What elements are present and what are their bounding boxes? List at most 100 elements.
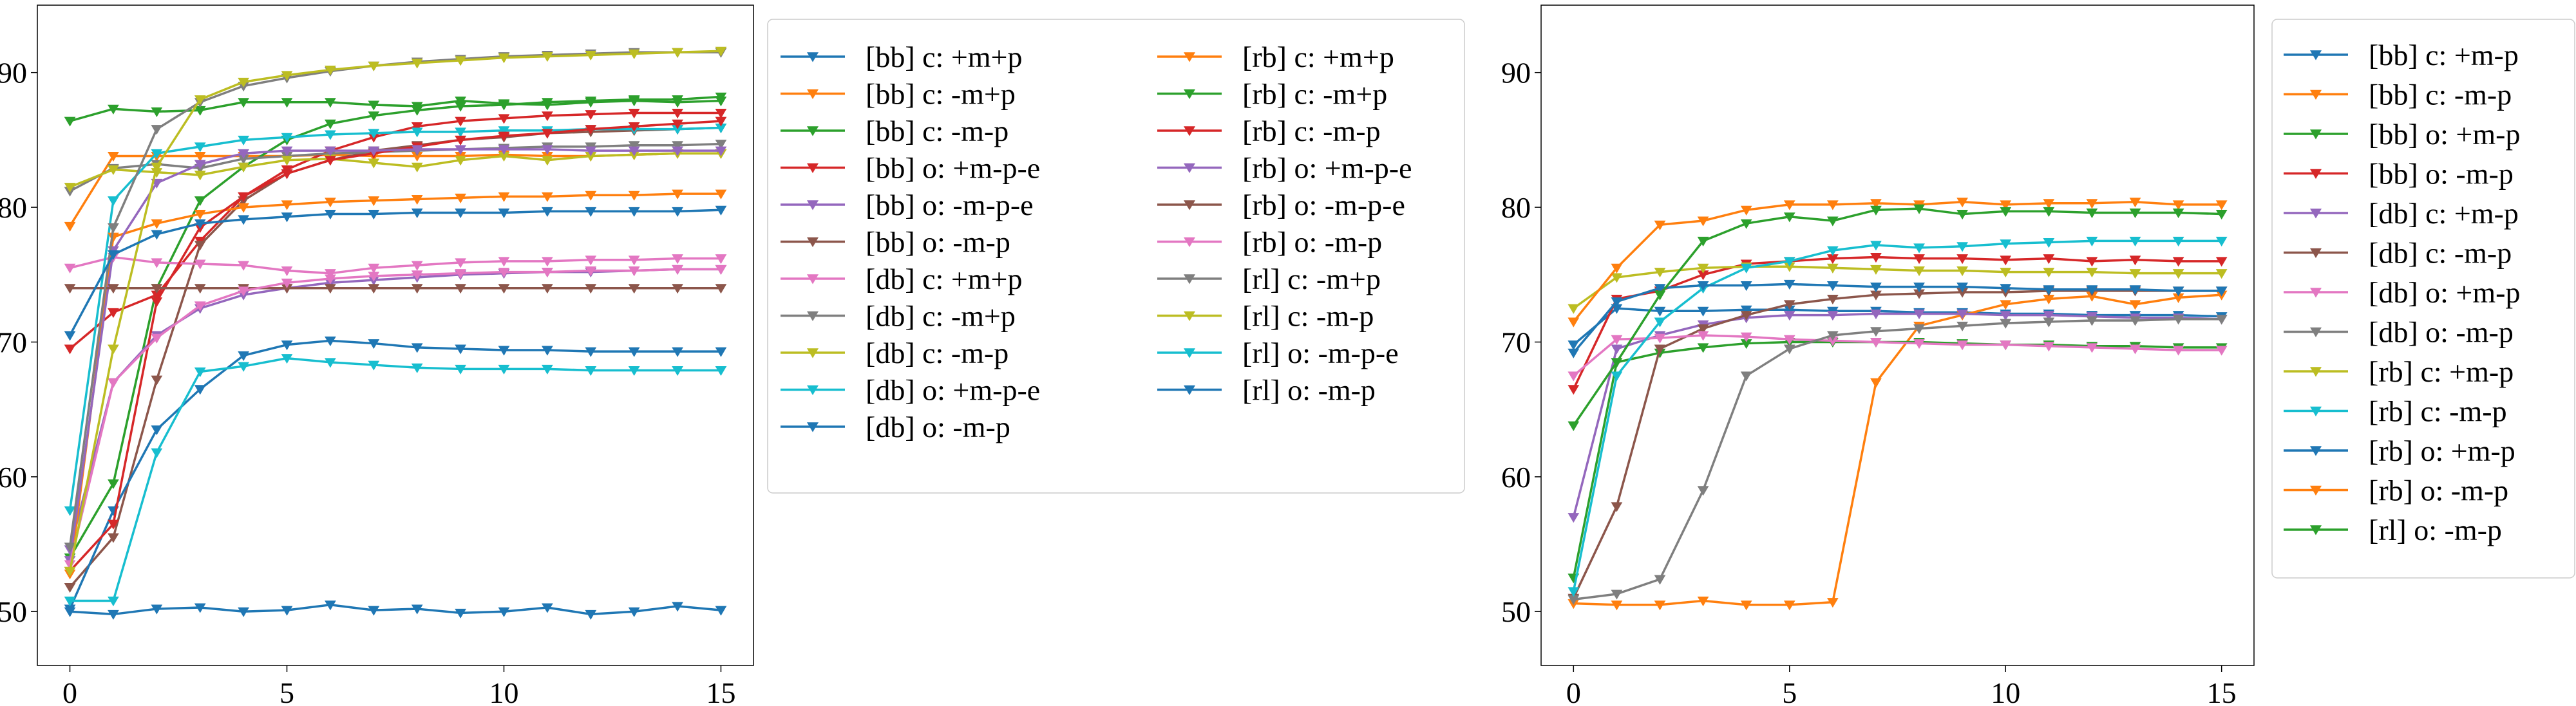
data-point: [455, 156, 466, 166]
data-point: [585, 347, 597, 357]
data-point: [1740, 332, 1752, 342]
data-point: [325, 274, 336, 284]
data-point: [281, 133, 293, 143]
data-point: [151, 162, 163, 172]
data-point: [2129, 198, 2141, 208]
data-point: [498, 607, 510, 617]
data-point: [2086, 199, 2098, 209]
data-point: [151, 125, 163, 135]
data-point: [1783, 212, 1795, 223]
data-point: [455, 127, 466, 138]
series-line: [69, 95, 721, 559]
data-point: [2129, 208, 2141, 219]
data-point: [542, 52, 553, 62]
data-point: [64, 183, 76, 193]
series-line: [68, 268, 721, 550]
series-line: [1572, 239, 2222, 592]
data-point: [715, 140, 727, 150]
data-point: [1567, 513, 1580, 523]
y-tick-label: 70: [1501, 326, 1531, 358]
data-point: [108, 223, 119, 234]
data-point: [1783, 335, 1795, 345]
legend-label: [bb] o: -m-p: [2369, 158, 2514, 190]
y-tick-label: 90: [0, 57, 27, 89]
data-point: [1567, 385, 1580, 395]
data-point: [1870, 205, 1882, 216]
data-point: [455, 344, 466, 355]
data-point: [1740, 371, 1752, 382]
data-point: [64, 263, 76, 274]
series-line: [1572, 200, 2222, 323]
y-tick-label: 50: [1501, 595, 1531, 628]
data-point: [1956, 242, 1969, 252]
data-point: [628, 607, 640, 617]
legend-label: [bb] c: -m-p: [2369, 79, 2512, 111]
series: [64, 116, 727, 577]
x-tick-label: 0: [1566, 676, 1581, 706]
data-point: [1611, 273, 1623, 283]
series-line: [70, 604, 721, 616]
legend-entry: [rb] c: +m-p: [2284, 355, 2514, 388]
x-tick-label: 15: [2207, 676, 2237, 706]
data-point: [368, 360, 380, 371]
data-point: [542, 111, 553, 122]
data-point: [542, 145, 553, 155]
series: [64, 48, 727, 553]
data-point: [411, 343, 423, 353]
data-point: [238, 286, 249, 297]
legend-entry: [bb] o: -m-p: [781, 226, 1010, 259]
data-point: [1913, 309, 1925, 320]
data-point: [64, 506, 76, 516]
data-point: [2129, 255, 2141, 266]
data-point: [2000, 340, 2012, 351]
data-point: [2215, 200, 2228, 210]
data-point: [2000, 300, 2012, 310]
data-point: [542, 268, 553, 278]
data-point: [2086, 208, 2098, 219]
data-point: [455, 258, 466, 268]
data-point: [64, 543, 76, 553]
data-point: [585, 366, 597, 376]
data-point: [1611, 590, 1623, 600]
series-line: [1572, 340, 2222, 579]
legend-label: [rb] c: -m-p: [1242, 115, 1381, 147]
series: [1567, 337, 2228, 584]
data-point: [2043, 285, 2055, 295]
data-point: [498, 99, 510, 109]
data-point: [238, 192, 249, 202]
data-point: [1611, 502, 1623, 512]
legend-marker: [1184, 274, 1195, 284]
data-point: [2129, 300, 2141, 310]
data-point: [1567, 371, 1580, 382]
legend-marker: [2310, 129, 2322, 140]
data-point: [1611, 263, 1623, 274]
legend-label: [db] c: -m+p: [866, 300, 1016, 333]
data-point: [498, 268, 510, 278]
data-point: [585, 190, 597, 201]
data-point: [238, 162, 249, 172]
legend-entry: [bb] c: +m+p: [781, 41, 1023, 73]
legend-entry: [db] c: -m-p: [781, 337, 1009, 369]
y-tick-label: 80: [0, 191, 27, 224]
data-point: [628, 141, 640, 151]
legend-entry: [rl] c: -m-p: [1157, 300, 1374, 333]
data-point: [1913, 324, 1925, 335]
data-point: [64, 284, 76, 294]
data-point: [1697, 331, 1709, 341]
legend-marker: [807, 89, 819, 100]
data-point: [1826, 598, 1839, 608]
data-point: [411, 270, 423, 281]
data-point: [715, 46, 727, 57]
data-point: [368, 210, 380, 220]
series-line: [1573, 318, 2222, 601]
data-point: [151, 149, 163, 159]
data-point: [2000, 207, 2012, 217]
data-point: [151, 284, 163, 294]
data-point: [1654, 284, 1666, 294]
data-point: [368, 339, 380, 349]
data-point: [1567, 304, 1580, 314]
data-point: [281, 278, 293, 288]
legend-marker: [807, 200, 819, 210]
data-point: [151, 230, 163, 240]
data-point: [1826, 246, 1839, 256]
